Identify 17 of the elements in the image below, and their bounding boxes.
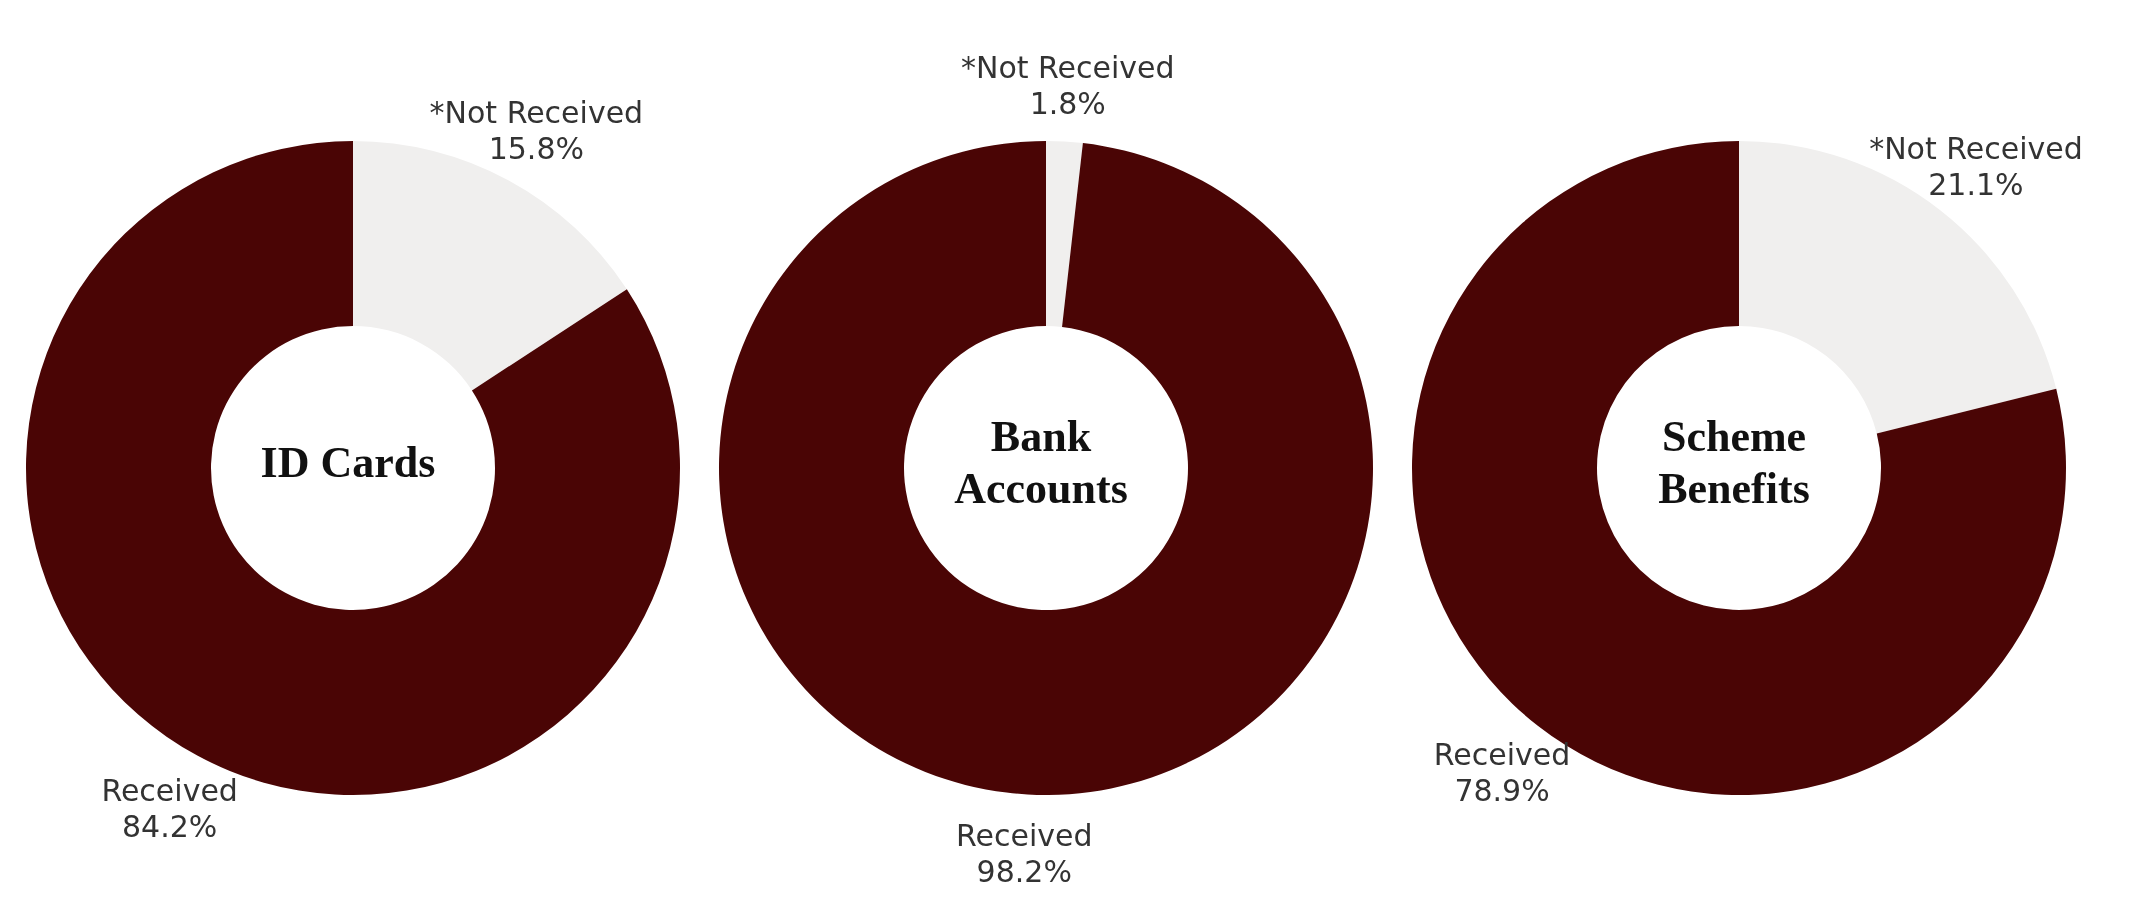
- slice-label: Received: [1433, 737, 1571, 773]
- data-label: 84.2%: [121, 808, 218, 844]
- text: ID Cards: [259, 437, 437, 489]
- data-label: 21.1%: [1928, 166, 2024, 202]
- slice-label: Received: [101, 772, 238, 808]
- donut-slice: [719, 141, 1373, 795]
- text: Scheme Benefits: [1657, 411, 1811, 515]
- data-label: 15.8%: [488, 131, 585, 167]
- data-label: 98.2%: [976, 854, 1072, 890]
- donut-slice: [1046, 141, 1083, 327]
- slice-label: Received: [955, 818, 1093, 854]
- data-label: 78.9%: [1454, 773, 1550, 809]
- text: Bank Accounts: [953, 411, 1129, 515]
- slice-label: *Not Received: [1869, 130, 2083, 166]
- slice-label: *Not Received: [429, 95, 644, 131]
- data-label: 1.8%: [1029, 85, 1106, 121]
- slice-label: *Not Received: [960, 49, 1175, 85]
